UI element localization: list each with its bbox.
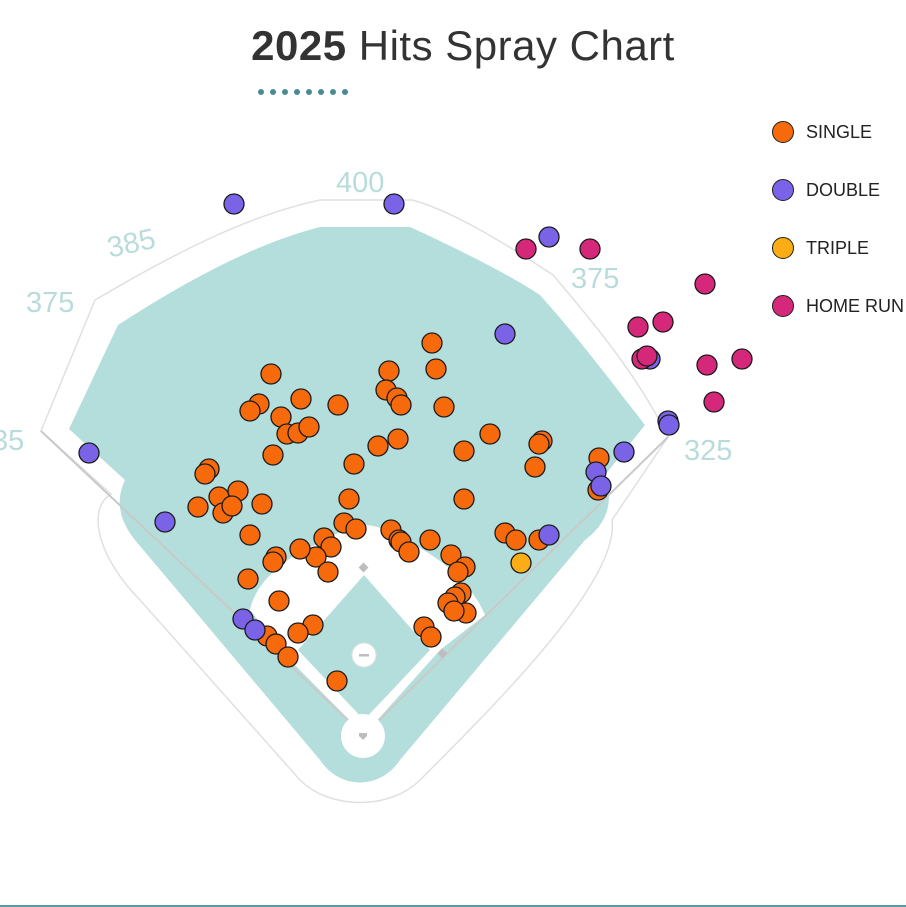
- title-underline-dots: [258, 82, 354, 95]
- legend-swatch-home-run: [772, 295, 794, 317]
- double-hit-marker: [383, 193, 405, 215]
- double-hit-marker: [538, 524, 560, 546]
- single-hit-marker: [505, 529, 527, 551]
- single-hit-marker: [287, 622, 309, 644]
- single-hit-marker: [425, 358, 447, 380]
- legend-item-home-run: HOME RUN: [772, 292, 904, 350]
- distance-label-left: 375: [26, 287, 74, 319]
- single-hit-marker: [239, 400, 261, 422]
- right-foul-line: [363, 436, 669, 736]
- single-hit-marker: [187, 496, 209, 518]
- double-hit-marker: [613, 441, 635, 463]
- single-hit-marker: [528, 433, 550, 455]
- single-hit-marker: [421, 332, 443, 354]
- home-run-hit-marker: [636, 345, 658, 367]
- legend-label: DOUBLE: [806, 180, 881, 200]
- single-hit-marker: [420, 626, 442, 648]
- single-hit-marker: [268, 590, 290, 612]
- distance-label-right: 325: [684, 435, 732, 467]
- single-hit-marker: [447, 561, 469, 583]
- legend-swatch-double: [772, 179, 794, 201]
- single-hit-marker: [387, 428, 409, 450]
- double-hit-marker: [538, 226, 560, 248]
- single-hit-marker: [327, 394, 349, 416]
- single-hit-marker: [419, 529, 441, 551]
- legend-label: TRIPLE: [806, 238, 870, 258]
- single-hit-marker: [453, 488, 475, 510]
- legend-label: SINGLE: [806, 122, 873, 142]
- single-hit-marker: [221, 495, 243, 517]
- title-year: 2025: [251, 22, 347, 69]
- single-hit-marker: [433, 396, 455, 418]
- legend-label: HOME RUN: [806, 296, 904, 316]
- legend: SINGLE DOUBLE TRIPLE HOME RUN: [772, 118, 904, 350]
- left-foul-line: [40, 430, 365, 736]
- single-hit-marker: [290, 388, 312, 410]
- first-base: [437, 648, 448, 659]
- second-base: [358, 562, 369, 573]
- legend-item-triple: TRIPLE: [772, 234, 904, 292]
- single-hit-marker: [326, 670, 348, 692]
- home-run-hit-marker: [515, 238, 537, 260]
- single-hit-marker: [239, 524, 261, 546]
- double-hit-marker: [494, 323, 516, 345]
- legend-swatch-triple: [772, 237, 794, 259]
- home-run-hit-marker: [694, 273, 716, 295]
- distance-label-right-center: 375: [571, 263, 619, 295]
- triple-hit-marker: [510, 552, 532, 574]
- distance-label-left-line: 35: [0, 425, 24, 457]
- single-hit-marker: [237, 568, 259, 590]
- single-hit-marker: [320, 536, 342, 558]
- legend-item-single: SINGLE: [772, 118, 904, 176]
- single-hit-marker: [338, 488, 360, 510]
- double-hit-marker: [244, 619, 266, 641]
- single-hit-marker: [390, 394, 412, 416]
- home-run-hit-marker: [696, 354, 718, 376]
- double-hit-marker: [78, 442, 100, 464]
- home-run-hit-marker: [652, 311, 674, 333]
- home-run-hit-marker: [627, 316, 649, 338]
- single-hit-marker: [260, 363, 282, 385]
- home-run-hit-marker: [703, 391, 725, 413]
- single-hit-marker: [262, 444, 284, 466]
- home-run-hit-marker: [731, 348, 753, 370]
- single-hit-marker: [343, 453, 365, 475]
- double-hit-marker: [658, 414, 680, 436]
- single-hit-marker: [524, 456, 546, 478]
- legend-swatch-single: [772, 121, 794, 143]
- single-hit-marker: [479, 423, 501, 445]
- chart-title: 2025 Hits Spray Chart: [0, 22, 906, 70]
- single-hit-marker: [367, 435, 389, 457]
- single-hit-marker: [443, 600, 465, 622]
- distance-label-left-center: 385: [104, 223, 158, 264]
- single-hit-marker: [298, 416, 320, 438]
- double-hit-marker: [223, 193, 245, 215]
- distance-label-center: 400: [336, 167, 384, 199]
- single-hit-marker: [317, 561, 339, 583]
- single-hit-marker: [378, 360, 400, 382]
- single-hit-marker: [194, 463, 216, 485]
- double-hit-marker: [590, 475, 612, 497]
- title-rest: Hits Spray Chart: [358, 22, 675, 69]
- single-hit-marker: [453, 440, 475, 462]
- single-hit-marker: [398, 541, 420, 563]
- home-run-hit-marker: [579, 238, 601, 260]
- double-hit-marker: [154, 511, 176, 533]
- single-hit-marker: [277, 646, 299, 668]
- bottom-rule: [0, 905, 906, 907]
- pitching-rubber: [359, 654, 369, 657]
- legend-item-double: DOUBLE: [772, 176, 904, 234]
- home-plate: [359, 733, 367, 740]
- single-hit-marker: [262, 551, 284, 573]
- single-hit-marker: [345, 518, 367, 540]
- single-hit-marker: [251, 493, 273, 515]
- hit-markers: [78, 193, 753, 692]
- single-hit-marker: [289, 538, 311, 560]
